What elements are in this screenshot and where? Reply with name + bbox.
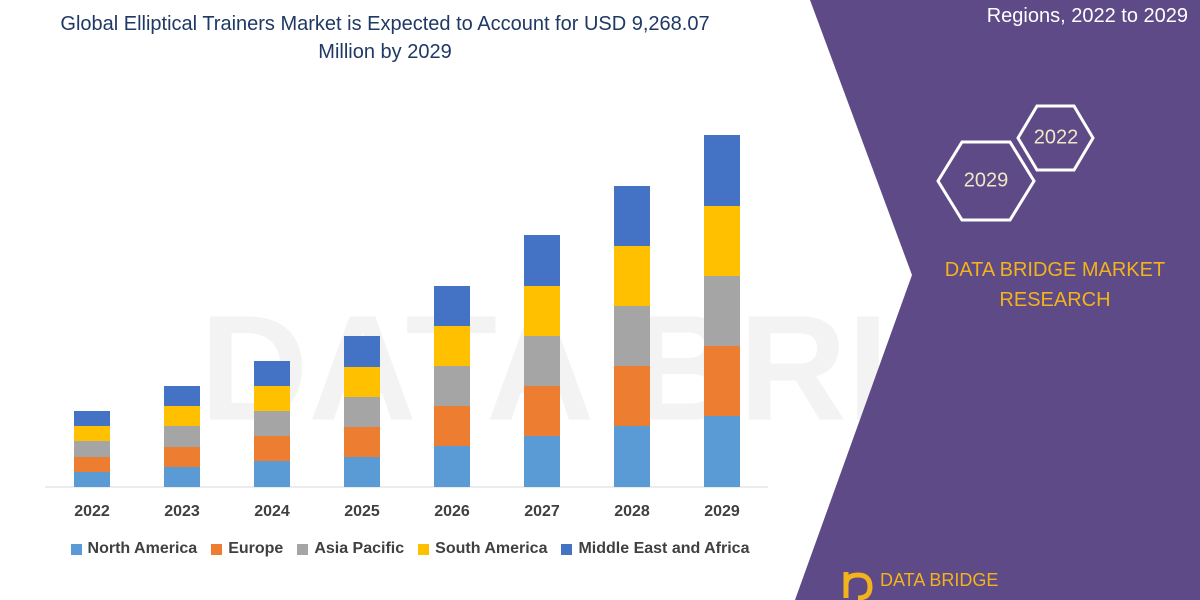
bar-segment	[524, 235, 560, 286]
legend-swatch	[418, 543, 430, 555]
bar-segment	[344, 336, 380, 367]
brand-name: DATA BRIDGE MARKET RESEARCH	[944, 259, 1166, 311]
legend-label: North America	[87, 540, 198, 557]
x-tick-label: 2024	[254, 503, 290, 520]
x-tick-label: 2027	[524, 503, 560, 520]
bar-segment	[254, 386, 290, 411]
badge-hexagon	[1016, 104, 1095, 172]
bar-segment	[254, 436, 290, 461]
legend-item: North America	[70, 540, 198, 558]
bar-segment	[74, 457, 110, 472]
bar-segment	[344, 367, 380, 397]
x-tick-label: 2026	[434, 503, 470, 520]
bar-segment	[254, 411, 290, 436]
bar-segment	[704, 276, 740, 346]
bar-segment	[164, 406, 200, 426]
chart-title: Global Elliptical Trainers Market is Exp…	[60, 13, 710, 63]
legend: North America Europe Asia Pacific South Ame…	[0, 540, 820, 558]
badge-label: 2029	[964, 169, 1009, 191]
legend-label: Asia Pacific	[314, 540, 405, 557]
legend-label: South America	[435, 540, 548, 557]
bar-segment	[254, 361, 290, 386]
bar-segment	[164, 447, 200, 467]
bar-segment	[74, 426, 110, 441]
legend-swatch	[297, 543, 309, 555]
bar-segment	[524, 436, 560, 487]
bar-segment	[614, 186, 650, 246]
badge-label: 2022	[1034, 126, 1079, 148]
bar-segment	[434, 286, 470, 326]
bar-segment	[344, 457, 380, 487]
bar-segment	[704, 206, 740, 276]
bar-segment	[254, 461, 290, 487]
legend-swatch	[561, 543, 573, 555]
bar-segment	[434, 326, 470, 366]
legend-item: Middle East and Africa	[561, 540, 749, 558]
legend-label: Middle East and Africa	[578, 540, 750, 557]
bar-segment	[164, 467, 200, 487]
legend-item: South America	[418, 540, 547, 558]
x-tick-label: 2023	[164, 503, 200, 520]
panel-subtitle: Regions, 2022 to 2029	[986, 5, 1188, 27]
bar-segment	[74, 472, 110, 487]
bar-segment	[614, 246, 650, 306]
bar-segment	[344, 427, 380, 457]
bar-segment	[704, 135, 740, 206]
bar-segment	[74, 441, 110, 457]
bar-segment	[164, 426, 200, 447]
x-tick-label: 2029	[704, 503, 740, 520]
bar-segment	[614, 306, 650, 366]
legend-item: Asia Pacific	[297, 540, 404, 558]
logo-text: DATA BRIDGE	[880, 570, 998, 590]
bar-segment	[344, 397, 380, 427]
logo-mark	[843, 572, 873, 600]
legend-swatch	[70, 543, 82, 555]
side-panel	[795, 0, 1200, 600]
bar-segment	[434, 366, 470, 406]
bar-segment	[524, 386, 560, 436]
badge-hexagon	[936, 140, 1036, 222]
bar-segment	[704, 346, 740, 416]
bar-segment	[524, 336, 560, 386]
bar-segment	[524, 286, 560, 336]
bar-segment	[74, 411, 110, 426]
legend-swatch	[211, 543, 223, 555]
bar-segment	[434, 406, 470, 446]
bar-segment	[434, 446, 470, 487]
bar-segment	[164, 386, 200, 406]
x-tick-label: 2025	[344, 503, 380, 520]
legend-item: Europe	[211, 540, 283, 558]
bar-segment	[704, 416, 740, 487]
x-tick-label: 2022	[74, 503, 110, 520]
x-tick-label: 2028	[614, 503, 650, 520]
bar-segment	[614, 366, 650, 426]
bar-segment	[614, 426, 650, 487]
legend-label: Europe	[228, 540, 284, 557]
